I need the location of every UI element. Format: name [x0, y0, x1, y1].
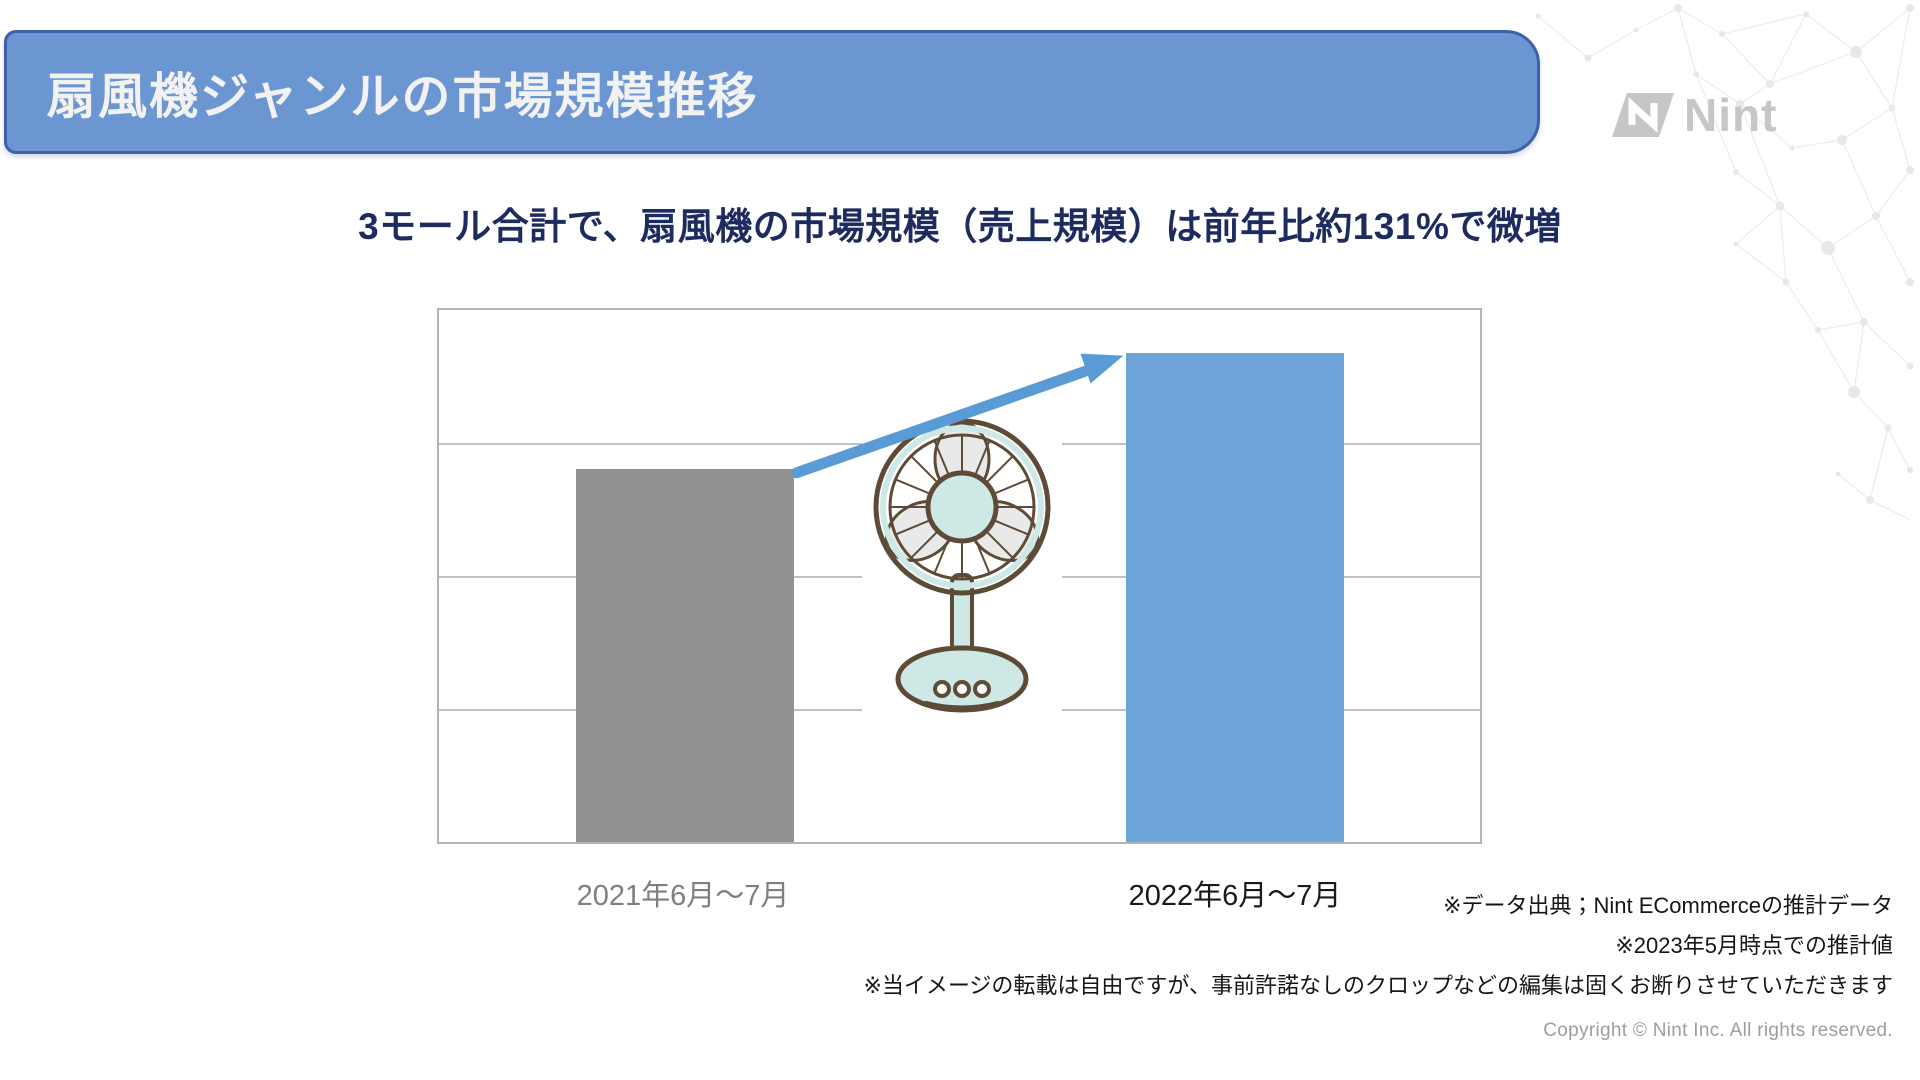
footnote-estimate-date: ※2023年5月時点での推計値 — [1615, 933, 1893, 958]
footnotes: ※データ出典；Nint ECommerceの推計データ ※2023年5月時点での… — [863, 886, 1893, 1006]
chart-plot-area — [437, 308, 1482, 844]
footnote-data-source: ※データ出典；Nint ECommerceの推計データ — [1443, 893, 1893, 918]
title-banner: 扇風機ジャンルの市場規模推移 — [4, 30, 1540, 154]
copyright: Copyright © Nint Inc. All rights reserve… — [1543, 1020, 1893, 1041]
network-pattern-decoration — [1535, 4, 1914, 521]
category-label-2022: 2022年6月〜7月 — [1128, 880, 1342, 912]
fan-illustration — [862, 417, 1062, 727]
nint-logo-text: Nint — [1684, 89, 1778, 141]
growth-arrow-icon — [791, 353, 1124, 479]
category-label-2021: 2021年6月〜7月 — [576, 880, 790, 912]
subtitle: 3モール合計で、扇風機の市場規模（売上規模）は前年比約131%で微増 — [358, 206, 1562, 247]
nint-logo-icon — [1612, 93, 1674, 137]
page-title: 扇風機ジャンルの市場規模推移 — [47, 69, 759, 124]
bar-2021 — [576, 468, 794, 842]
nint-logo: Nint — [1612, 88, 1777, 142]
bar-2022 — [1126, 352, 1344, 842]
footnote-usage-policy: ※当イメージの転載は自由ですが、事前許諾なしのクロップなどの編集は固くお断りさせ… — [863, 973, 1893, 998]
electric-fan-icon — [862, 417, 1062, 727]
